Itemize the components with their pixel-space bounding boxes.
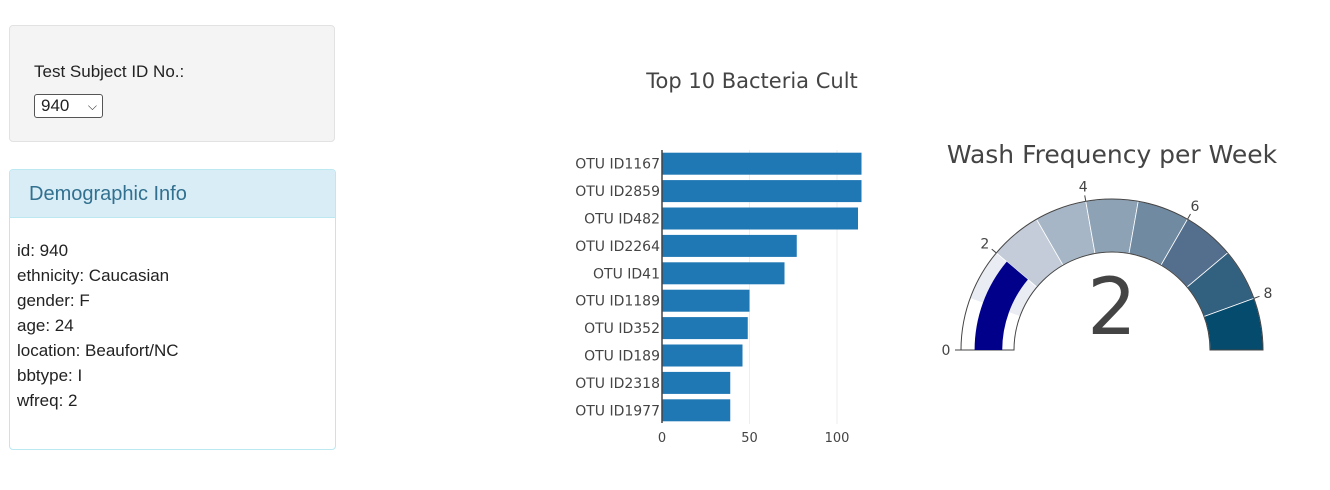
gauge-tick (1187, 213, 1191, 220)
demo-location: location: Beaufort/NC (17, 341, 179, 360)
bar-chart-category-label: OTU ID1977 (575, 403, 660, 419)
bar-chart-x-tick: 100 (825, 431, 850, 446)
bar-chart-category-label: OTU ID1167 (575, 157, 660, 173)
bar-chart-category-label: OTU ID1189 (575, 294, 660, 310)
gauge-value-number: 2 (1087, 263, 1137, 353)
demo-gender: gender: F (17, 291, 90, 310)
chevron-down-icon: ⌵ (87, 99, 97, 113)
gauge-tick (1084, 195, 1087, 202)
demographic-info-body: id: 940 ethnicity: Caucasian gender: F a… (10, 218, 335, 413)
demographic-info-heading: Demographic Info (10, 170, 335, 218)
gauge-tick (1253, 295, 1260, 299)
subject-select-label: Test Subject ID No.: (34, 62, 185, 81)
bar-chart-category-label: OTU ID189 (584, 349, 660, 365)
bar-otu-id2264[interactable] (662, 234, 797, 257)
gauge-tick-label: 2 (980, 236, 989, 252)
bar-otu-id2318[interactable] (662, 371, 731, 394)
demo-ethnicity: ethnicity: Caucasian (17, 266, 170, 285)
subject-id-dropdown[interactable]: 940 ⌵ (34, 94, 103, 118)
bar-chart-category-label: OTU ID482 (584, 212, 660, 228)
subject-select-panel: Test Subject ID No.: 940 ⌵ (9, 25, 335, 142)
demo-wfreq: wfreq: 2 (17, 391, 78, 410)
bar-otu-id189[interactable] (662, 344, 743, 367)
demographic-info-panel: Demographic Info id: 940 ethnicity: Cauc… (9, 169, 336, 450)
gauge-title: Wash Frequency per Week (947, 140, 1278, 169)
gauge-chart[interactable]: Wash Frequency per Week 0 2 4 6 8 2 (930, 130, 1300, 370)
subject-id-selected-value: 940 (41, 96, 70, 115)
bar-otu-id2859[interactable] (662, 180, 862, 203)
gauge-outline (960, 198, 1264, 351)
bar-chart-x-tick: 50 (741, 431, 758, 446)
bar-chart-category-label: OTU ID41 (593, 266, 660, 282)
bar-otu-id352[interactable] (662, 317, 748, 340)
gauge-tick-label: 4 (1079, 180, 1088, 196)
bar-otu-id1977[interactable] (662, 399, 731, 422)
bar-chart-category-label: OTU ID2859 (575, 184, 660, 200)
bar-otu-id41[interactable] (662, 262, 785, 285)
bar-otu-id1167[interactable] (662, 152, 862, 175)
gauge-tick (991, 248, 997, 254)
bar-chart[interactable]: Top 10 Bacteria Cult OTU ID1167 OTU ID285… (540, 50, 880, 460)
demo-bbtype: bbtype: I (17, 366, 83, 385)
gauge-tick-label: 6 (1191, 199, 1200, 215)
bar-chart-category-label: OTU ID2318 (575, 376, 660, 392)
bar-otu-id1189[interactable] (662, 289, 750, 312)
bar-chart-category-label: OTU ID2264 (575, 239, 660, 255)
gauge-tick-label: 8 (1264, 286, 1273, 302)
bar-chart-title: Top 10 Bacteria Cult (645, 69, 858, 93)
demo-age: age: 24 (17, 316, 74, 335)
bar-chart-x-tick: 0 (658, 431, 666, 446)
gauge-tick-label: 0 (942, 343, 951, 359)
bar-otu-id482[interactable] (662, 207, 858, 230)
bar-chart-category-label: OTU ID352 (584, 321, 660, 337)
demo-id: id: 940 (17, 241, 69, 260)
gauge-value-bar (974, 261, 1028, 350)
